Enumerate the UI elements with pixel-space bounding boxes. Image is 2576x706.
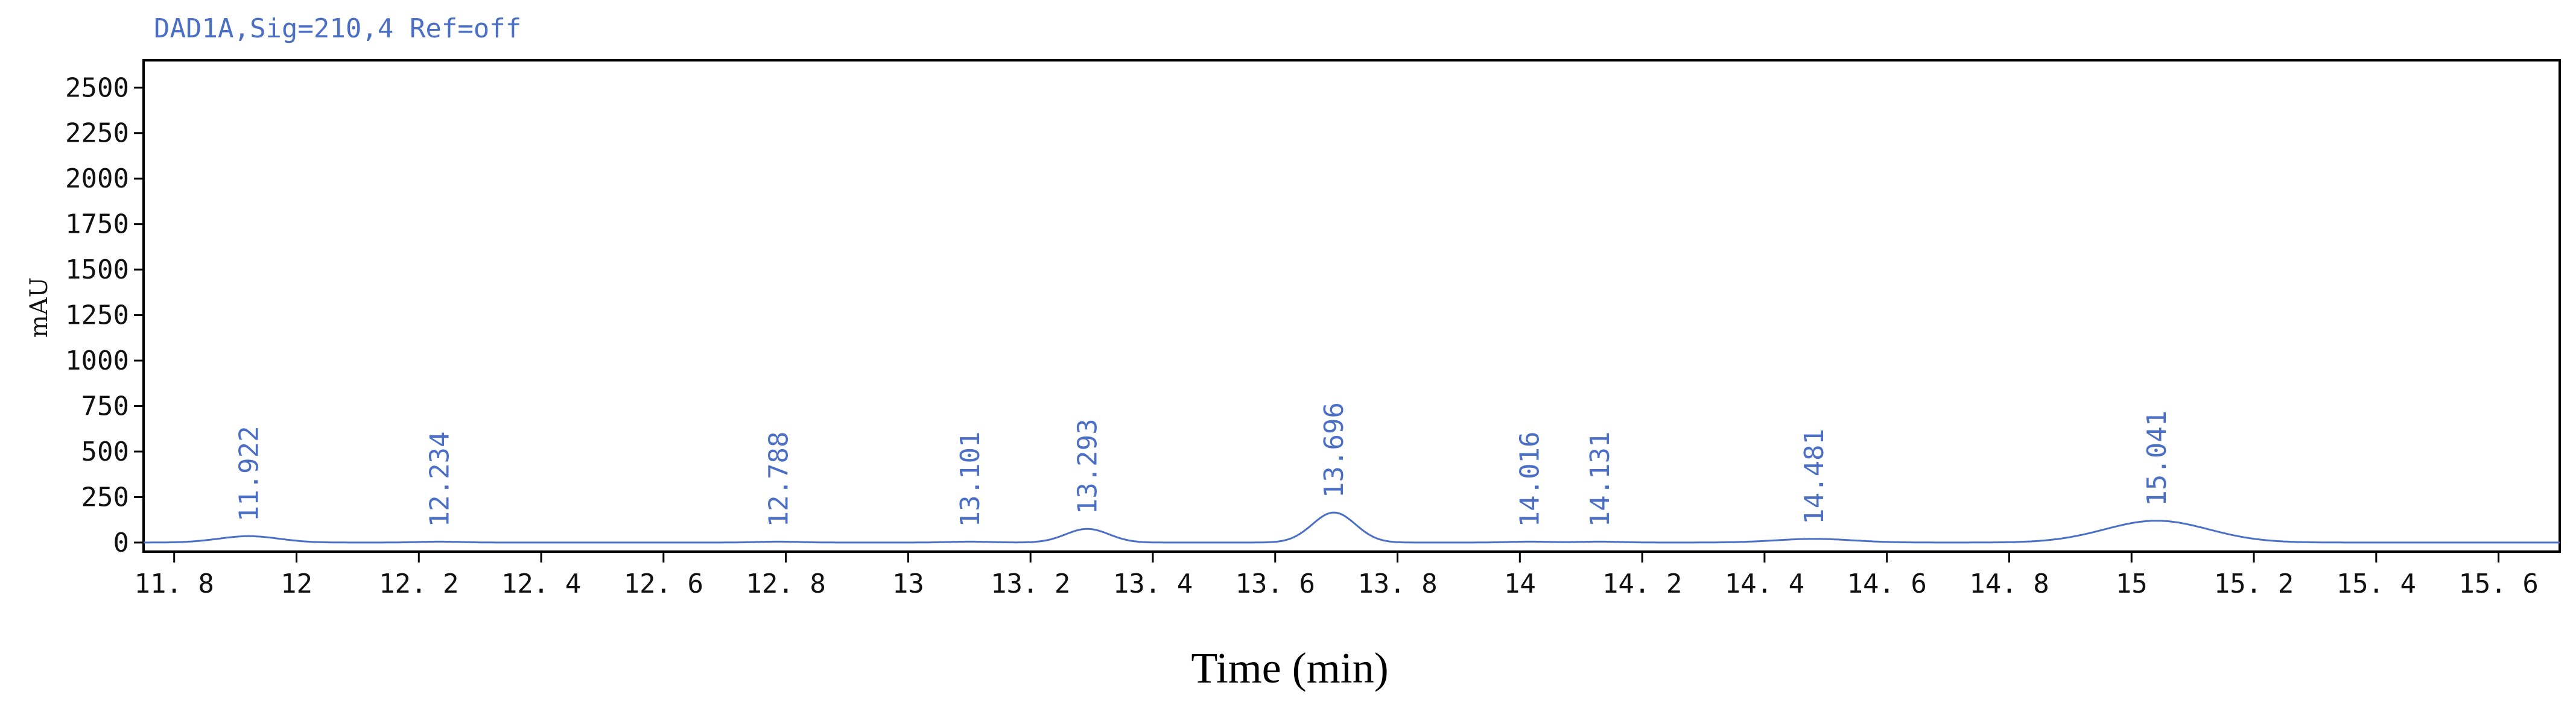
y-tick-label: 500 xyxy=(81,437,129,467)
x-tick-label: 14. 4 xyxy=(1725,569,1804,599)
peak-labels: 11.922 12.234 12.788 13.101 13.293 13.696 14.0… xyxy=(233,402,2172,527)
x-tick-label: 14 xyxy=(1504,569,1536,599)
y-axis: 0 250 500 750 1000 1250 1500 1750 2000 2250 2500 xyxy=(65,72,144,558)
peak-label: 13.101 xyxy=(955,431,986,527)
y-tick-label: 2250 xyxy=(65,118,129,149)
peak-label: 14.481 xyxy=(1799,429,1830,525)
x-tick-label: 15 xyxy=(2116,569,2148,599)
signal-trace xyxy=(144,511,2560,544)
x-tick-label: 11. 8 xyxy=(134,569,214,599)
x-tick-label: 14. 2 xyxy=(1602,569,1682,599)
x-tick-label: 12. 6 xyxy=(624,569,703,599)
peak-label: 12.234 xyxy=(425,431,455,527)
x-tick-label: 15. 6 xyxy=(2458,569,2538,599)
peak-label: 15.041 xyxy=(2142,411,2172,506)
y-axis-label: mAU xyxy=(25,277,53,338)
x-tick-label: 12. 4 xyxy=(501,569,581,599)
x-tick-label: 15. 2 xyxy=(2214,569,2294,599)
y-tick-label: 2000 xyxy=(65,163,129,194)
peak-label: 12.788 xyxy=(764,431,795,527)
y-tick-label: 1250 xyxy=(65,300,129,331)
y-tick-label: 0 xyxy=(113,528,130,558)
x-tick-label: 13. 4 xyxy=(1113,569,1193,599)
peak-label: 13.293 xyxy=(1073,418,1103,514)
x-tick-label: 12. 8 xyxy=(746,569,825,599)
y-tick-label: 1750 xyxy=(65,209,129,240)
x-tick-label: 13. 6 xyxy=(1236,569,1315,599)
x-axis-label: Time (min) xyxy=(1191,644,1388,692)
x-tick-label: 15. 4 xyxy=(2336,569,2416,599)
plot-frame xyxy=(142,59,2561,553)
y-tick-label: 750 xyxy=(81,391,129,422)
peak-label: 13.696 xyxy=(1319,402,1350,498)
y-tick-label: 1000 xyxy=(65,345,129,376)
signal-title: DAD1A,Sig=210,4 Ref=off xyxy=(154,13,521,44)
peak-label: 14.016 xyxy=(1515,431,1546,527)
x-axis: 11. 8 12 12. 2 12. 4 12. 6 12. 8 13 13. 2 13. 4 1… xyxy=(134,552,2539,599)
peak-label: 14.131 xyxy=(1585,431,1616,527)
y-tick-label: 250 xyxy=(81,482,129,512)
x-tick-label: 12. 2 xyxy=(379,569,458,599)
y-tick-label: 2500 xyxy=(65,72,129,103)
y-tick-label: 1500 xyxy=(65,254,129,285)
x-tick-label: 13 xyxy=(892,569,924,599)
x-tick-label: 13. 2 xyxy=(991,569,1070,599)
x-tick-label: 13. 8 xyxy=(1357,569,1437,599)
x-tick-label: 12 xyxy=(281,569,312,599)
x-tick-label: 14. 8 xyxy=(1969,569,2049,599)
x-tick-label: 14. 6 xyxy=(1847,569,1926,599)
peak-label: 11.922 xyxy=(233,426,264,522)
